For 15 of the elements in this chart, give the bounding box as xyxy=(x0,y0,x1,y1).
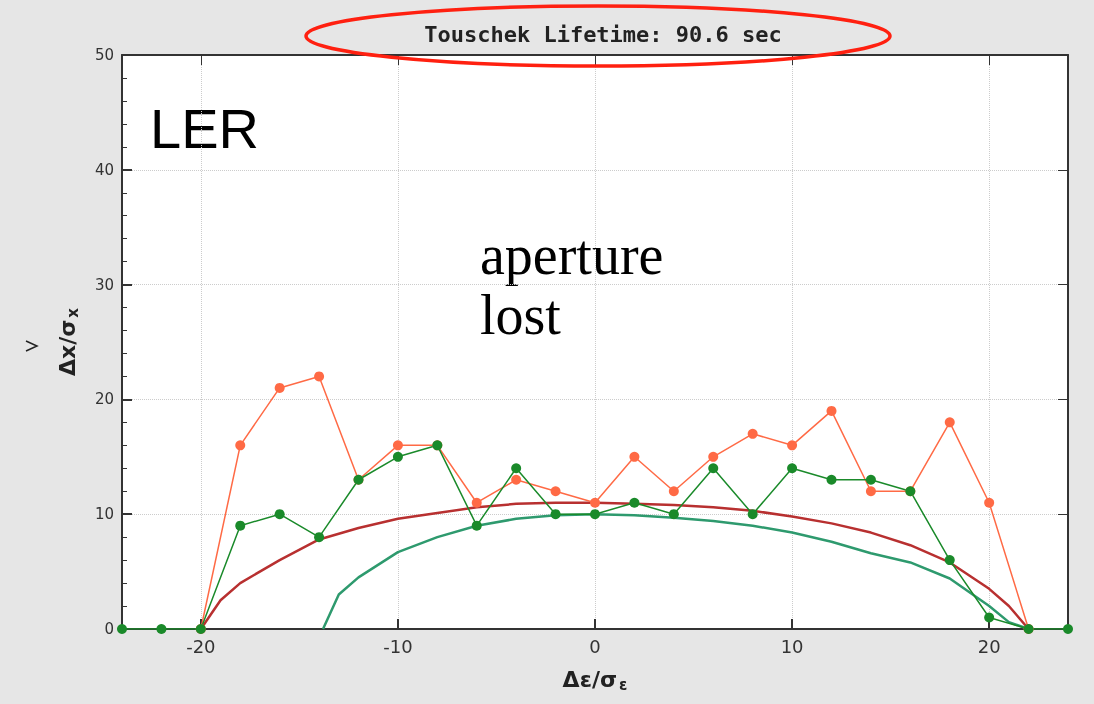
annotation: aperture lost xyxy=(480,224,678,346)
x-tick-label: 10 xyxy=(780,635,804,657)
y-tick-label: 30 xyxy=(94,275,114,294)
y-tick-label: 40 xyxy=(94,160,114,179)
y-tick-label: 20 xyxy=(94,390,114,409)
x-tick-label: -10 xyxy=(383,635,413,657)
x-tick-label: -20 xyxy=(186,635,216,657)
y-tick-label: 10 xyxy=(94,505,114,524)
annotation: LER xyxy=(150,96,259,160)
x-tick-label: 20 xyxy=(977,635,1001,657)
y-tick-label: 50 xyxy=(94,46,114,64)
x-tick-label: 0 xyxy=(589,635,601,657)
y-axis-title: Δx/σx xyxy=(55,307,82,377)
y-tick-label: 0 xyxy=(104,620,114,638)
chart-title: Touschek Lifetime: 90.6 sec xyxy=(424,21,782,47)
